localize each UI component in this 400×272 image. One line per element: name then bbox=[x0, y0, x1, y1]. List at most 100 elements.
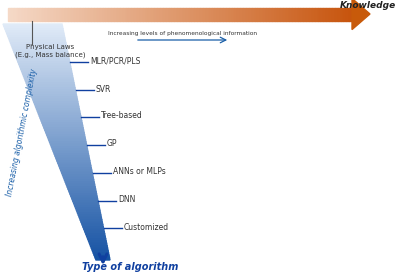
Polygon shape bbox=[157, 8, 160, 20]
Polygon shape bbox=[33, 100, 78, 102]
Polygon shape bbox=[13, 50, 68, 52]
Polygon shape bbox=[5, 29, 64, 31]
Polygon shape bbox=[137, 8, 140, 20]
Polygon shape bbox=[17, 8, 20, 20]
Polygon shape bbox=[43, 125, 83, 128]
Polygon shape bbox=[88, 241, 107, 243]
Polygon shape bbox=[289, 8, 292, 20]
Polygon shape bbox=[7, 33, 64, 36]
Polygon shape bbox=[50, 144, 87, 147]
Polygon shape bbox=[71, 196, 98, 199]
Polygon shape bbox=[64, 180, 94, 182]
Polygon shape bbox=[36, 107, 79, 109]
Text: Amount of
Knowledge: Amount of Knowledge bbox=[340, 0, 396, 10]
Polygon shape bbox=[217, 8, 220, 20]
Polygon shape bbox=[44, 128, 84, 130]
Polygon shape bbox=[258, 8, 260, 20]
Polygon shape bbox=[232, 8, 234, 20]
Polygon shape bbox=[59, 166, 91, 168]
Polygon shape bbox=[27, 85, 75, 88]
Polygon shape bbox=[88, 239, 106, 241]
Polygon shape bbox=[234, 8, 237, 20]
Polygon shape bbox=[10, 41, 66, 43]
Polygon shape bbox=[148, 8, 151, 20]
Polygon shape bbox=[37, 8, 40, 20]
Polygon shape bbox=[57, 8, 60, 20]
Polygon shape bbox=[16, 57, 69, 59]
Polygon shape bbox=[76, 208, 100, 211]
Polygon shape bbox=[28, 88, 76, 90]
Polygon shape bbox=[60, 8, 62, 20]
Polygon shape bbox=[166, 8, 168, 20]
Polygon shape bbox=[34, 8, 37, 20]
Polygon shape bbox=[34, 102, 78, 104]
Polygon shape bbox=[87, 236, 106, 239]
Polygon shape bbox=[6, 31, 64, 33]
Polygon shape bbox=[4, 26, 63, 29]
Polygon shape bbox=[25, 8, 28, 20]
Polygon shape bbox=[29, 90, 76, 92]
Text: GP: GP bbox=[107, 140, 118, 149]
Polygon shape bbox=[86, 234, 105, 236]
Polygon shape bbox=[70, 194, 97, 196]
Polygon shape bbox=[73, 201, 98, 203]
Polygon shape bbox=[11, 45, 67, 48]
Polygon shape bbox=[80, 220, 102, 222]
Polygon shape bbox=[183, 8, 186, 20]
Polygon shape bbox=[223, 8, 226, 20]
Polygon shape bbox=[38, 114, 81, 116]
Polygon shape bbox=[120, 8, 123, 20]
Polygon shape bbox=[203, 8, 206, 20]
Polygon shape bbox=[206, 8, 209, 20]
Polygon shape bbox=[8, 36, 65, 38]
Polygon shape bbox=[168, 8, 172, 20]
Polygon shape bbox=[82, 8, 86, 20]
Polygon shape bbox=[48, 8, 51, 20]
Polygon shape bbox=[14, 52, 68, 55]
Polygon shape bbox=[40, 8, 42, 20]
Polygon shape bbox=[18, 62, 70, 64]
Polygon shape bbox=[220, 8, 223, 20]
Polygon shape bbox=[62, 175, 93, 177]
Polygon shape bbox=[20, 66, 71, 69]
Polygon shape bbox=[93, 253, 109, 255]
Polygon shape bbox=[69, 191, 96, 194]
Polygon shape bbox=[134, 8, 137, 20]
Text: Customized: Customized bbox=[124, 222, 169, 231]
Polygon shape bbox=[160, 8, 163, 20]
Polygon shape bbox=[338, 8, 340, 20]
Polygon shape bbox=[84, 229, 104, 232]
Polygon shape bbox=[212, 8, 214, 20]
Polygon shape bbox=[77, 8, 80, 20]
Polygon shape bbox=[24, 76, 73, 78]
Polygon shape bbox=[8, 8, 11, 20]
Polygon shape bbox=[192, 8, 194, 20]
Polygon shape bbox=[3, 24, 62, 26]
Polygon shape bbox=[200, 8, 203, 20]
Polygon shape bbox=[71, 8, 74, 20]
Polygon shape bbox=[8, 38, 65, 41]
Text: Tree-based: Tree-based bbox=[101, 112, 143, 120]
Polygon shape bbox=[209, 8, 212, 20]
Polygon shape bbox=[278, 8, 280, 20]
Polygon shape bbox=[172, 8, 174, 20]
Polygon shape bbox=[39, 116, 81, 118]
Polygon shape bbox=[35, 104, 79, 107]
Polygon shape bbox=[65, 8, 68, 20]
Polygon shape bbox=[32, 97, 77, 100]
Polygon shape bbox=[249, 8, 252, 20]
Polygon shape bbox=[177, 8, 180, 20]
Polygon shape bbox=[180, 8, 183, 20]
Polygon shape bbox=[22, 71, 72, 73]
Polygon shape bbox=[55, 156, 89, 159]
Text: DNN: DNN bbox=[118, 196, 136, 205]
Polygon shape bbox=[94, 8, 97, 20]
Polygon shape bbox=[78, 213, 101, 215]
Polygon shape bbox=[90, 243, 107, 246]
Polygon shape bbox=[56, 159, 90, 161]
Polygon shape bbox=[102, 8, 106, 20]
Polygon shape bbox=[286, 8, 289, 20]
Polygon shape bbox=[75, 206, 100, 208]
Polygon shape bbox=[108, 8, 111, 20]
Polygon shape bbox=[48, 137, 86, 140]
